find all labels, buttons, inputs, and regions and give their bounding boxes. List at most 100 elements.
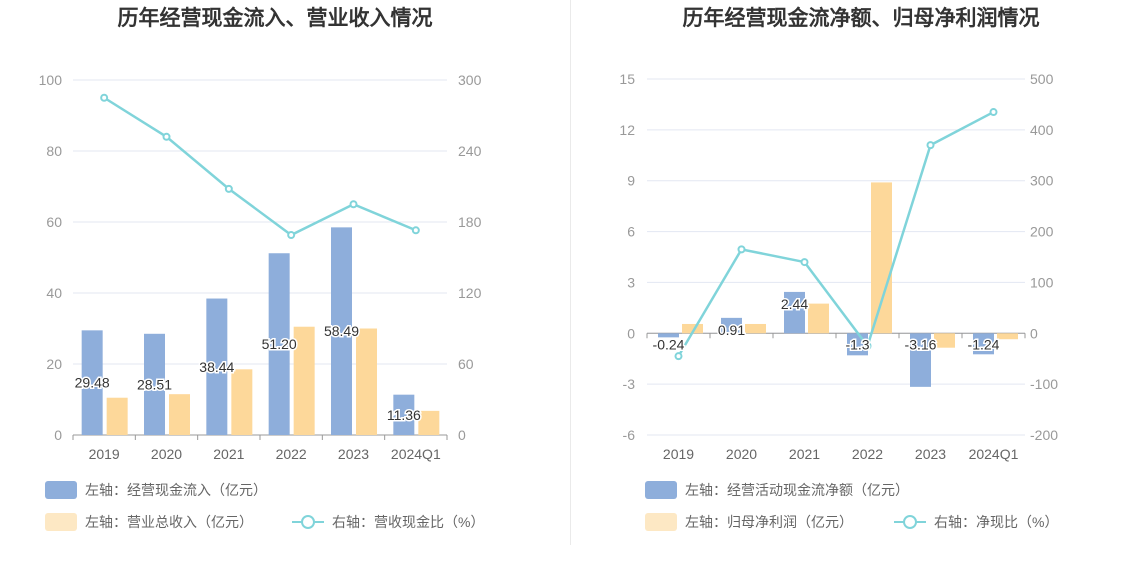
bar-data-label: -1.3 <box>845 336 869 352</box>
line-point <box>926 141 935 150</box>
y-right-tick-label: 240 <box>458 143 482 159</box>
bar-secondary <box>745 323 766 334</box>
line-point <box>287 231 296 240</box>
y-right-tick-label: 200 <box>1030 224 1054 240</box>
y-right-tick-label: 120 <box>458 285 482 301</box>
y-left-tick-label: -3 <box>623 376 636 392</box>
bar-primary <box>784 291 805 334</box>
y-left-tick-label: 15 <box>619 71 635 87</box>
x-tick-label: 2024Q1 <box>969 446 1019 462</box>
x-tick-label: 2024Q1 <box>391 446 441 462</box>
bar-secondary <box>682 323 703 334</box>
y-left-tick-label: 3 <box>627 274 635 290</box>
bar-secondary <box>418 410 440 435</box>
y-right-tick-label: 0 <box>1030 325 1038 341</box>
x-tick-label: 2021 <box>213 446 244 462</box>
bar-primary <box>721 317 742 334</box>
y-left-tick-label: 40 <box>46 285 62 301</box>
y-right-tick-label: 500 <box>1030 71 1054 87</box>
bar-data-label: 58.49 <box>324 323 359 339</box>
bar-primary <box>658 333 679 338</box>
legend-swatch-secondary <box>45 513 77 531</box>
bar-secondary <box>871 182 892 334</box>
bar-data-label: 11.36 <box>387 407 421 423</box>
bar-secondary <box>997 333 1018 340</box>
line-point <box>349 200 358 209</box>
x-tick-label: 2023 <box>915 446 946 462</box>
y-left-tick-label: 0 <box>627 325 635 341</box>
bar-data-label: 2.44 <box>781 296 808 312</box>
y-right-tick-label: 60 <box>458 356 474 372</box>
line-series <box>677 110 995 357</box>
y-right-tick-label: 100 <box>1030 274 1054 290</box>
bar-data-label: -0.24 <box>653 336 685 352</box>
chart-net-cashflow-profit: 历年经营现金流净额、归母净利润情况 15 12 9 6 3 0 -3 -6 500 400 300 20… <box>619 6 1058 531</box>
x-tick-label: 2022 <box>276 446 307 462</box>
legend-label: 右轴：营收现金比（%） <box>332 514 484 530</box>
chart-title: 历年经营现金流入、营业收入情况 <box>118 6 433 30</box>
bar-secondary <box>169 394 190 435</box>
line-point <box>737 245 746 254</box>
y-left-tick-label: 60 <box>46 214 62 230</box>
bar-secondary <box>356 328 377 435</box>
bar-data-label: -1.24 <box>968 336 1000 352</box>
legend-label: 右轴：净现比（%） <box>934 514 1058 530</box>
y-right-tick-label: -200 <box>1030 427 1058 443</box>
legend-swatch-secondary <box>645 513 677 531</box>
bar-data-label: 28.51 <box>137 376 172 392</box>
bar-primary <box>206 298 228 435</box>
bar-primary <box>393 394 415 435</box>
bar-secondary <box>106 397 128 435</box>
y-left-tick-label: 80 <box>46 143 62 159</box>
line-point <box>863 342 872 350</box>
line-point <box>100 93 109 102</box>
x-tick-label: 2022 <box>852 446 883 462</box>
line-point <box>224 184 233 193</box>
y-left-tick-label: 12 <box>619 122 635 138</box>
bar-secondary <box>231 369 253 435</box>
y-left-tick-label: 100 <box>39 72 63 88</box>
legend-swatch-primary <box>45 481 77 499</box>
bar-primary <box>268 253 290 435</box>
y-left-tick-label: -6 <box>623 427 636 443</box>
x-tick-label: 2020 <box>151 446 182 462</box>
y-right-tick-label: -100 <box>1030 376 1058 392</box>
y-right-tick-label: 400 <box>1030 122 1054 138</box>
y-left-tick-label: 0 <box>54 427 62 443</box>
bar-primary <box>144 333 165 435</box>
line-series <box>103 96 417 237</box>
legend-label: 左轴：营业总收入（亿元） <box>85 514 253 530</box>
x-tick-label: 2019 <box>663 446 694 462</box>
bar-primary <box>81 330 103 435</box>
chart-title: 历年经营现金流净额、归母净利润情况 <box>683 6 1040 30</box>
chart-cash-inflow-revenue: 历年经营现金流入、营业收入情况 100 80 60 40 20 0 300 240 180 120 6… <box>39 6 484 531</box>
line-point <box>674 352 683 361</box>
bar-primary <box>910 333 931 387</box>
bar-data-label: 38.44 <box>199 359 234 375</box>
bar-data-label: 29.48 <box>75 375 110 391</box>
y-left-tick-label: 6 <box>627 224 635 240</box>
legend-label: 左轴：经营活动现金流净额（亿元） <box>685 482 909 498</box>
bar-secondary <box>808 303 829 334</box>
y-right-tick-label: 0 <box>458 427 466 443</box>
bar-primary <box>973 333 994 355</box>
y-left-tick-label: 20 <box>46 356 62 372</box>
legend-label: 左轴：归母净利润（亿元） <box>685 514 853 530</box>
legend-swatch-primary <box>645 481 677 499</box>
line-point <box>411 226 420 235</box>
bar-secondary <box>293 326 315 435</box>
x-tick-label: 2019 <box>89 446 120 462</box>
bar-data-label: -3.16 <box>905 336 937 352</box>
legend-label: 左轴：经营现金流入（亿元） <box>85 482 267 498</box>
bar-secondary <box>934 333 955 348</box>
line-point <box>162 132 171 141</box>
y-right-tick-label: 300 <box>1030 173 1054 189</box>
y-left-tick-label: 9 <box>627 173 635 189</box>
x-tick-label: 2021 <box>789 446 820 462</box>
x-tick-label: 2023 <box>338 446 369 462</box>
bar-data-label: 0.91 <box>718 322 745 338</box>
y-right-tick-label: 180 <box>458 214 482 230</box>
line-point <box>989 108 998 117</box>
y-right-tick-label: 300 <box>458 72 482 88</box>
chart-divider <box>570 0 571 545</box>
